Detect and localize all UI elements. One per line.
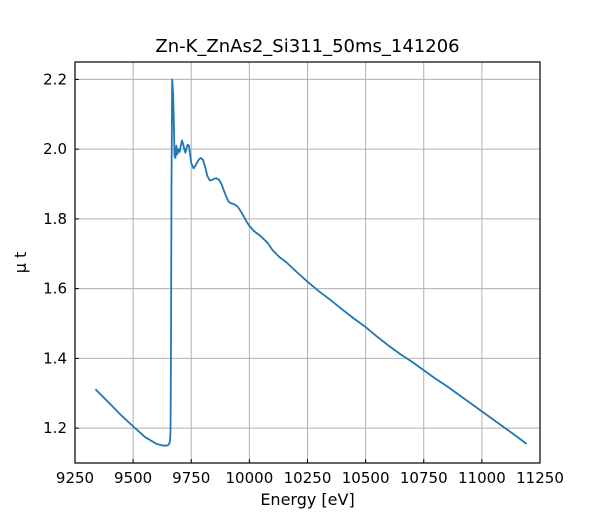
y-tick-label: 2.2 (43, 70, 67, 88)
x-tick-label: 10250 (284, 469, 332, 487)
x-tick-label: 11000 (458, 469, 506, 487)
x-tick-label: 10500 (342, 469, 390, 487)
series-layer (95, 78, 527, 447)
ticks: 9250 9500 9750 10000 10250 10500 10750 11000 112… (43, 70, 564, 487)
y-tick-label: 1.8 (43, 210, 67, 228)
x-tick-label: 9250 (56, 469, 94, 487)
chart-title: Zn-K_ZnAs2_Si311_50ms_141206 (155, 36, 459, 57)
y-tick-label: 2.0 (43, 140, 67, 158)
x-tick-label: 10000 (226, 469, 274, 487)
y-tick-label: 1.6 (43, 280, 67, 298)
series-line (95, 78, 527, 447)
y-tick-label: 1.2 (43, 419, 67, 437)
y-axis-title: μ t (11, 252, 30, 274)
x-axis-title: Energy [eV] (260, 490, 354, 509)
plot-frame (74, 61, 541, 464)
y-tick-label: 1.4 (43, 349, 67, 367)
x-tick-label: 11250 (516, 469, 564, 487)
grid (74, 62, 541, 463)
x-tick-label: 10750 (400, 469, 448, 487)
x-tick-label: 9500 (114, 469, 152, 487)
x-tick-label: 9750 (172, 469, 210, 487)
